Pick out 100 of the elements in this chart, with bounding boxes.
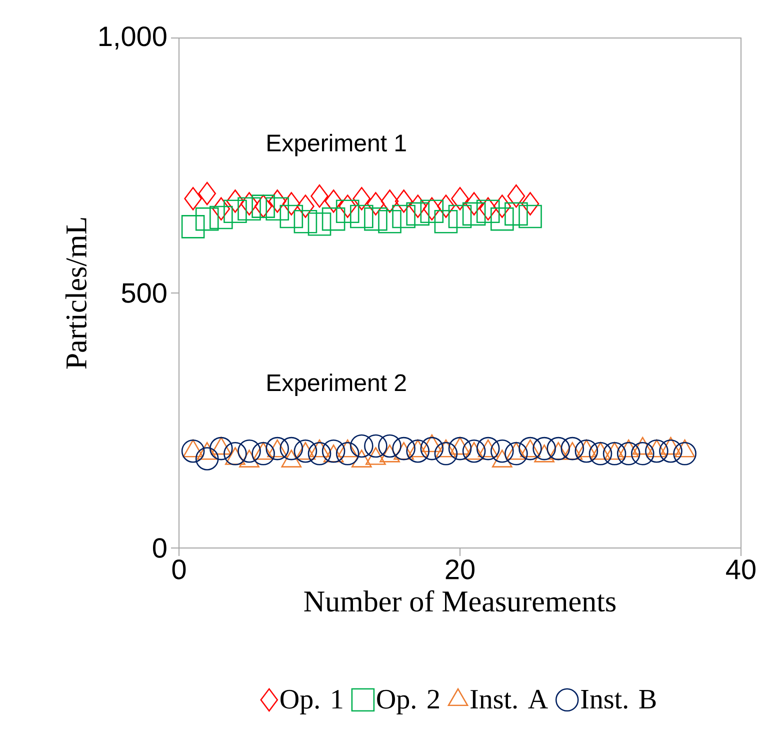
point [448, 204, 472, 228]
point [210, 436, 233, 460]
point [436, 439, 456, 458]
point [406, 202, 430, 226]
point [548, 442, 569, 460]
point [674, 439, 695, 458]
point [450, 436, 470, 455]
point [476, 200, 500, 224]
point [380, 190, 399, 213]
point [239, 450, 260, 468]
point [492, 450, 512, 468]
legend-label: Op. 2 [377, 690, 439, 714]
point [364, 434, 388, 458]
point [434, 210, 458, 234]
point [210, 206, 233, 230]
point [394, 190, 413, 213]
point [181, 215, 205, 238]
point [266, 197, 289, 220]
point [602, 442, 626, 466]
point [518, 204, 542, 228]
y-tick-label: 0 [152, 538, 166, 558]
x-tick-label: 0 [172, 560, 186, 580]
point [195, 207, 219, 231]
point [309, 439, 330, 458]
point [659, 439, 682, 463]
point [364, 207, 388, 231]
y-tick-label: 500 [122, 283, 166, 303]
point [408, 439, 428, 458]
point [366, 192, 385, 216]
point [392, 436, 416, 460]
point [308, 212, 332, 236]
point [618, 439, 639, 458]
point [253, 442, 274, 460]
point [196, 442, 218, 460]
point [406, 439, 430, 463]
point [268, 190, 286, 213]
point [378, 210, 402, 234]
point [493, 194, 512, 218]
point [521, 192, 540, 216]
point [504, 202, 528, 226]
legend-label: Inst. A [470, 690, 548, 709]
point [212, 197, 230, 220]
point [420, 200, 444, 224]
point [392, 204, 416, 228]
point [323, 444, 344, 462]
point [532, 436, 556, 460]
point [560, 436, 584, 460]
point [252, 442, 275, 466]
point [225, 447, 246, 465]
point [240, 192, 258, 216]
x-tick-label: 40 [726, 560, 756, 580]
point [437, 194, 455, 218]
point [238, 197, 261, 220]
point [282, 192, 300, 216]
point [574, 439, 598, 463]
legend-label: Op. 1 [280, 690, 342, 714]
point [423, 197, 441, 220]
point [337, 439, 358, 458]
point [238, 439, 261, 463]
point [408, 194, 427, 218]
point [310, 184, 328, 208]
point [350, 204, 374, 228]
point [322, 207, 346, 231]
annotation: Experiment 1 [268, 134, 406, 156]
legend-label: Inst. B [581, 690, 656, 709]
x-tick-label: 20 [446, 560, 474, 580]
point [280, 436, 304, 460]
point [378, 434, 402, 458]
point [490, 207, 514, 231]
point [673, 442, 696, 466]
point [224, 442, 247, 466]
point [308, 442, 332, 466]
point [451, 186, 469, 210]
point [420, 436, 444, 460]
point [562, 442, 583, 460]
y-axis-title: Particles/mL [65, 218, 87, 369]
point [631, 442, 654, 466]
point [660, 436, 681, 455]
point [182, 439, 204, 458]
point [588, 442, 612, 466]
point [462, 202, 486, 226]
point [434, 442, 458, 466]
point [338, 194, 356, 218]
point [350, 434, 374, 458]
point [479, 197, 497, 220]
point [646, 439, 667, 458]
point [322, 439, 346, 463]
point [324, 190, 342, 213]
point [465, 192, 483, 216]
point [224, 200, 247, 224]
point [590, 442, 611, 460]
point [198, 182, 216, 206]
point [576, 439, 597, 458]
point [506, 442, 526, 460]
x-axis-title: Number of Measurements [304, 590, 616, 612]
point [351, 450, 372, 468]
annotation: Experiment 2 [268, 374, 406, 396]
point [336, 200, 360, 224]
point [181, 439, 205, 463]
point [604, 442, 625, 460]
